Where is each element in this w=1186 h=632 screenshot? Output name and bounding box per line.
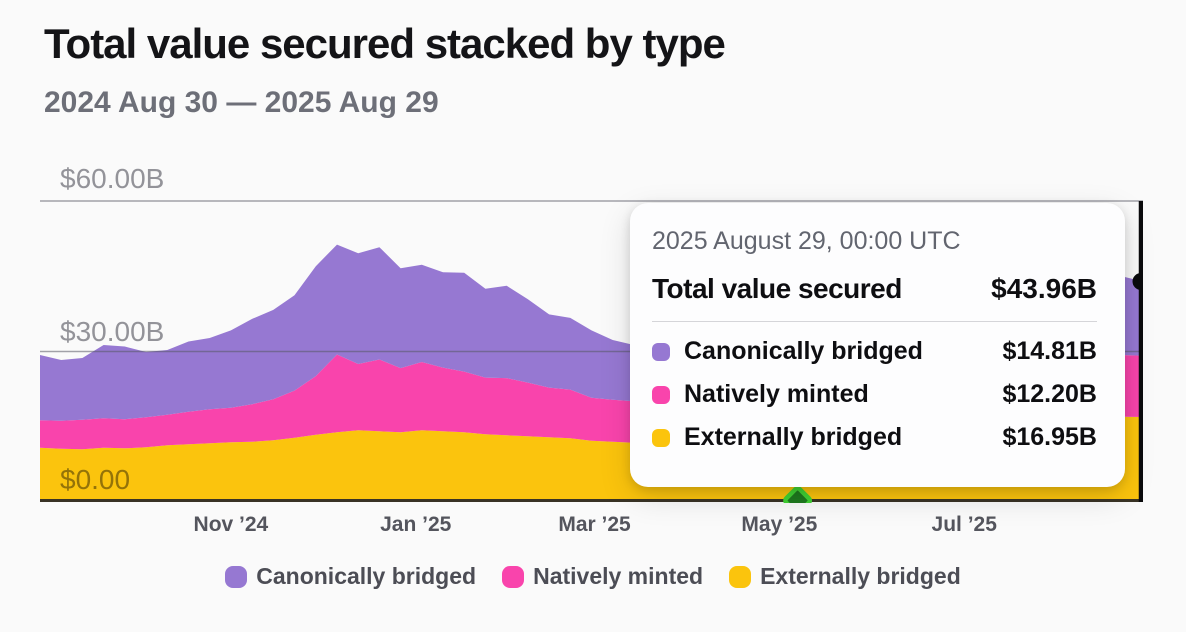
legend-label: Canonically bridged [256, 563, 477, 589]
y-axis-label-60b: $60.00B [60, 163, 165, 194]
natively-minted-swatch-icon [652, 385, 670, 404]
tooltip-divider [652, 321, 1097, 322]
chart-tooltip: 2025 August 29, 00:00 UTC Total value se… [630, 203, 1125, 487]
milestone-diamond-icon[interactable] [783, 486, 813, 503]
x-tick-may25: May ’25 [741, 513, 818, 536]
tooltip-row-value: $14.81B [1002, 337, 1097, 365]
x-tick-jan25: Jan ’25 [380, 513, 452, 536]
tooltip-row-natively-minted: Natively minted $12.20B [652, 380, 1097, 409]
tooltip-timestamp: 2025 August 29, 00:00 UTC [652, 227, 961, 255]
legend-item-natively-minted[interactable]: Natively minted [502, 563, 703, 590]
tooltip-row-value: $12.20B [1002, 380, 1097, 408]
y-axis-label-0: $0.00 [60, 464, 131, 495]
tooltip-total-row: Total value secured $43.96B [652, 273, 1097, 305]
date-range: 2024 Aug 30 — 2025 Aug 29 [44, 86, 439, 119]
legend-item-canonically-bridged[interactable]: Canonically bridged [225, 563, 476, 590]
crosshair-dot [1132, 273, 1143, 290]
x-axis: Nov ’24 Jan ’25 Mar ’25 May ’25 Jul ’25 [0, 513, 1186, 543]
x-tick-nov24: Nov ’24 [193, 513, 269, 536]
legend-swatch-icon [502, 565, 525, 588]
tooltip-row-label: Canonically bridged [684, 337, 923, 365]
page-title: Total value secured stacked by type [44, 20, 726, 67]
tooltip-row-label: Natively minted [684, 380, 869, 408]
tooltip-row-label: Externally bridged [684, 423, 903, 451]
tooltip-row-value: $16.95B [1002, 423, 1097, 451]
x-tick-mar25: Mar ’25 [558, 513, 631, 536]
legend-swatch-icon [225, 565, 248, 588]
x-tick-jul25: Jul ’25 [931, 513, 997, 536]
y-axis-label-30b: $30.00B [60, 316, 165, 347]
legend-label: Natively minted [533, 563, 704, 589]
legend-label: Externally bridged [760, 563, 961, 589]
externally-bridged-swatch-icon [652, 428, 670, 447]
tooltip-total-label: Total value secured [652, 273, 902, 304]
tooltip-total-value: $43.96B [991, 273, 1097, 304]
legend-item-externally-bridged[interactable]: Externally bridged [729, 563, 961, 590]
chart-legend: Canonically bridged Natively minted Extern… [0, 563, 1186, 590]
tooltip-row-externally-bridged: Externally bridged $16.95B [652, 423, 1097, 452]
legend-swatch-icon [729, 565, 752, 588]
tooltip-row-canonically-bridged: Canonically bridged $14.81B [652, 337, 1097, 366]
canonically-bridged-swatch-icon [652, 342, 670, 361]
